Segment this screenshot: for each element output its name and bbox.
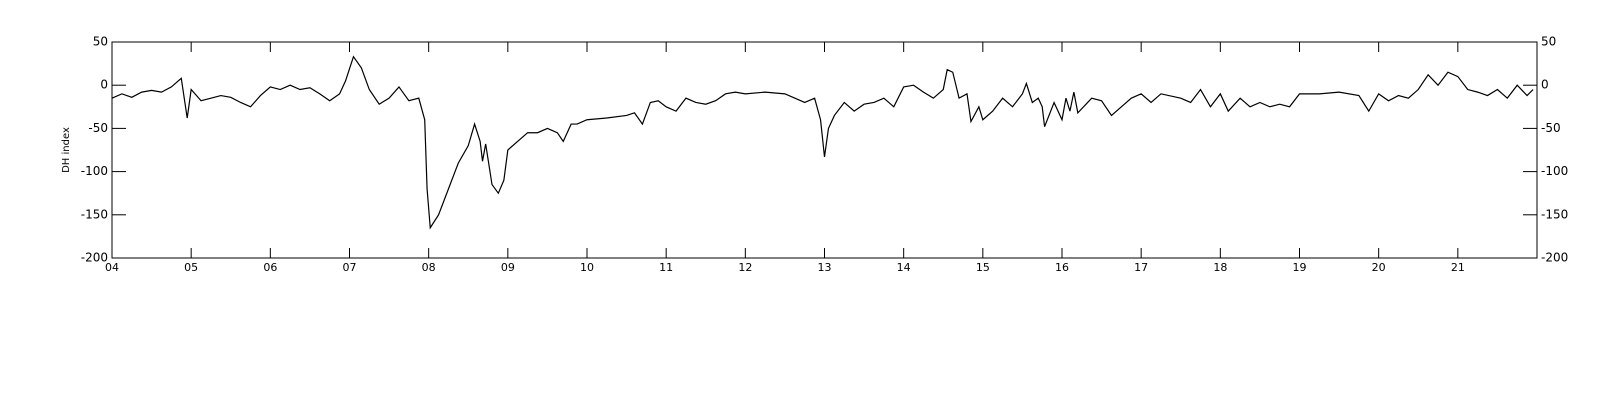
x-tick-label: 05: [184, 261, 198, 274]
x-tick-label: 04: [105, 261, 119, 274]
x-tick-label: 12: [738, 261, 752, 274]
y-tick-label: 50: [1541, 35, 1556, 49]
x-tick-label: 11: [659, 261, 673, 274]
x-tick-label: 06: [263, 261, 277, 274]
y-tick-label: -100: [1541, 164, 1568, 178]
x-tick-label: 19: [1293, 261, 1307, 274]
y-tick-label: -150: [1541, 207, 1568, 221]
y-tick-label: 0: [1541, 78, 1549, 92]
plot-frame: [111, 41, 1538, 259]
x-tick-label: 18: [1213, 261, 1227, 274]
x-tick-label: 09: [501, 261, 515, 274]
x-tick-label: 14: [897, 261, 911, 274]
y-tick-label: -200: [81, 251, 108, 265]
x-tick-label: 08: [422, 261, 436, 274]
x-tick-label: 07: [343, 261, 357, 274]
y-tick-label: -150: [81, 207, 108, 221]
x-tick-label: 16: [1055, 261, 1069, 274]
y-tick-label: 0: [100, 78, 108, 92]
x-tick-label: 21: [1451, 261, 1465, 274]
y-tick-label: -50: [1541, 121, 1561, 135]
x-tick-label: 15: [976, 261, 990, 274]
x-tick-label: 13: [818, 261, 832, 274]
y-axis-label: DH index: [61, 127, 72, 173]
x-tick-label: 17: [1134, 261, 1148, 274]
x-tick-label: 20: [1372, 261, 1386, 274]
y-tick-label: -200: [1541, 251, 1568, 265]
y-tick-label: -50: [88, 121, 108, 135]
y-tick-label: 50: [93, 35, 108, 49]
y-tick-label: -100: [81, 164, 108, 178]
data-line: [111, 55, 1534, 230]
x-tick-label: 10: [580, 261, 594, 274]
